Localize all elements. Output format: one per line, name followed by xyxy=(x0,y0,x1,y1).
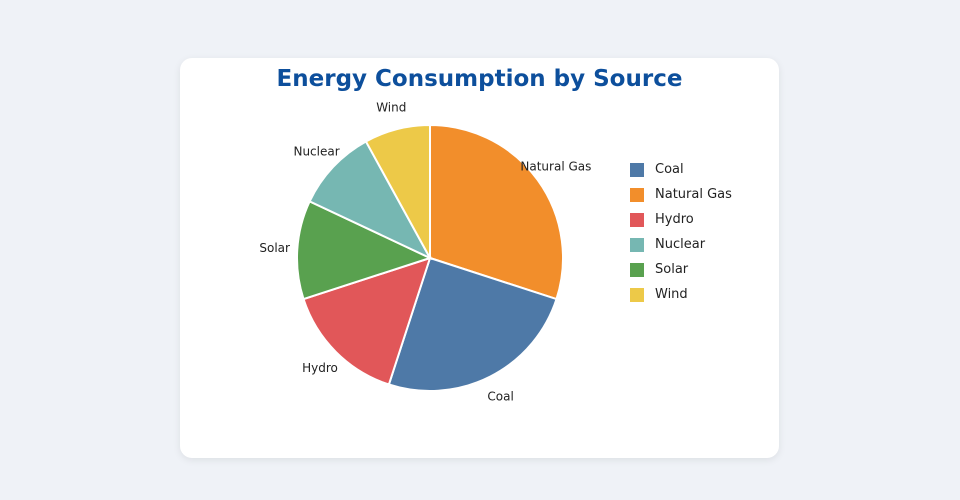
legend-swatch xyxy=(630,237,644,252)
slice-label: Solar xyxy=(259,241,290,255)
legend-label: Coal xyxy=(655,162,684,177)
legend-item[interactable]: Solar xyxy=(630,257,732,282)
legend-swatch xyxy=(630,262,644,277)
pie-slice-solar[interactable] xyxy=(296,200,433,301)
pie-slice-natural-gas[interactable] xyxy=(429,123,564,301)
legend-item[interactable]: Coal xyxy=(630,157,732,182)
pie-slice-nuclear[interactable] xyxy=(308,140,433,261)
legend-swatch xyxy=(630,212,644,227)
slice-label: Nuclear xyxy=(293,144,339,158)
chart-title: Energy Consumption by Source xyxy=(276,66,683,92)
chart-card: Energy Consumption by Source Natural Gas… xyxy=(180,58,779,458)
legend: Coal Natural Gas Hydro Nuclear Solar Wind xyxy=(630,157,732,307)
legend-item[interactable]: Hydro xyxy=(630,207,732,232)
legend-label: Solar xyxy=(655,262,689,277)
slice-label: Coal xyxy=(487,390,513,404)
legend-swatch xyxy=(630,162,644,177)
legend-label: Wind xyxy=(655,287,688,302)
legend-swatch xyxy=(630,287,644,302)
slice-label: Wind xyxy=(376,100,406,114)
slice-label: Hydro xyxy=(302,361,338,375)
legend-item[interactable]: Wind xyxy=(630,282,732,307)
slice-label: Natural Gas xyxy=(520,160,591,174)
legend-item[interactable]: Nuclear xyxy=(630,232,732,257)
legend-label: Nuclear xyxy=(655,237,706,252)
pie-chart: Natural Gas Coal Hydro Solar Nuclear Wind xyxy=(259,100,591,404)
legend-item[interactable]: Natural Gas xyxy=(630,182,732,207)
legend-label: Natural Gas xyxy=(655,187,732,202)
legend-swatch xyxy=(630,187,644,202)
pie-slice-wind[interactable] xyxy=(364,123,431,259)
legend-label: Hydro xyxy=(655,212,694,227)
pie-slice-coal[interactable] xyxy=(387,256,558,392)
